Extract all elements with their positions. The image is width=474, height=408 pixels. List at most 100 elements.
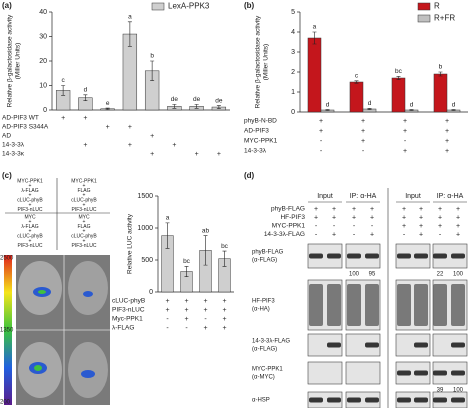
significance-letter: a	[166, 215, 170, 222]
construct-label: +	[83, 202, 86, 208]
band	[414, 397, 428, 403]
row-label: HF-PIF3	[280, 214, 305, 221]
row-mark: +	[352, 214, 356, 221]
construct-label: PIF3-nLUC	[17, 243, 42, 249]
band	[433, 253, 447, 259]
band	[414, 253, 428, 259]
row-mark: +	[314, 206, 318, 213]
row-label: cLUC-phyB	[112, 298, 145, 305]
significance-letter: de	[215, 97, 223, 104]
signal	[38, 290, 46, 294]
blot	[395, 333, 431, 357]
construct-label: +	[83, 219, 86, 225]
band	[451, 284, 465, 326]
construct-label: FLAG	[77, 224, 90, 230]
row-mark: -	[185, 325, 188, 332]
row-mark: +	[203, 307, 207, 314]
column-header: IP: α-HA	[437, 193, 464, 200]
row-label: 14-3-3λ	[2, 142, 25, 149]
blot-label: (α-HA)	[252, 307, 270, 313]
row-mark: +	[361, 118, 365, 125]
construct-label: MYC-PPK1	[17, 178, 43, 184]
legend-swatch	[151, 2, 165, 11]
error-bar	[438, 71, 443, 77]
error-bar	[194, 104, 199, 109]
signal	[81, 370, 95, 378]
legend-swatch	[417, 2, 431, 11]
row-mark: +	[83, 115, 87, 122]
significance-letter: e	[106, 100, 110, 107]
significance-letter: de	[193, 96, 201, 103]
significance-letter: c	[62, 77, 66, 84]
construct-label: +	[29, 229, 32, 235]
error-bar	[216, 105, 221, 109]
row-mark: +	[195, 151, 199, 158]
row-mark: +	[314, 214, 318, 221]
row-mark: -	[371, 223, 374, 230]
row-mark: -	[362, 148, 365, 155]
quantification: 100	[349, 272, 360, 278]
legend-swatch	[417, 14, 431, 23]
row-mark: +	[319, 118, 323, 125]
row-mark: -	[166, 325, 169, 332]
error-bar	[61, 85, 66, 96]
leaf	[68, 261, 108, 315]
y-tick-label: 2	[291, 69, 295, 76]
construct-label: cLUC-phyB	[71, 198, 97, 204]
legend-label: R+FR	[434, 14, 455, 23]
band	[397, 284, 411, 326]
column-header: IP: α-HA	[350, 193, 377, 200]
blot	[307, 391, 343, 408]
band	[365, 284, 379, 326]
y-axis-title: (Miller Units)	[263, 44, 270, 80]
row-mark: +	[370, 214, 374, 221]
blot	[395, 361, 431, 385]
band	[347, 284, 361, 326]
blot-label: 14-3-3λ-FLAG	[252, 339, 290, 345]
construct-label: PIF3-nLUC	[71, 207, 96, 213]
band	[451, 370, 465, 376]
error-bar	[367, 108, 372, 110]
row-mark: +	[332, 206, 336, 213]
construct-label: FLAG	[77, 188, 90, 194]
row-mark: +	[150, 151, 154, 158]
significance-letter: c	[355, 73, 359, 80]
row-mark: -	[315, 223, 318, 230]
significance-letter: d	[84, 87, 88, 94]
construct-label: +	[83, 193, 86, 199]
row-mark: -	[404, 138, 407, 145]
row-mark: +	[438, 214, 442, 221]
blot	[345, 333, 381, 357]
row-mark: -	[333, 223, 336, 230]
quantification: 100	[453, 272, 464, 278]
y-tick-label: 0	[291, 109, 295, 116]
band	[397, 370, 411, 376]
band	[451, 397, 465, 403]
bar	[307, 37, 322, 113]
row-label: Myc-PPK1	[112, 316, 143, 323]
y-axis-title: (Miller Units)	[15, 43, 22, 79]
y-axis-title: Relative β-galactosidase activity	[7, 14, 14, 107]
row-label: 14-3-3λ-FLAG	[264, 231, 305, 238]
colorbar-label: 200	[0, 400, 11, 406]
y-tick-label: 0	[149, 289, 153, 296]
row-label: AD-PIF3 S344A	[2, 124, 49, 131]
bar	[349, 81, 364, 113]
band	[327, 397, 341, 403]
colorbar-label: 1350	[0, 328, 14, 334]
y-tick-label: 5	[291, 9, 295, 16]
construct-label: +	[83, 229, 86, 235]
colorbar	[4, 255, 12, 405]
blot-label: HF-PIF3	[252, 299, 275, 305]
quantification: 95	[369, 272, 376, 278]
row-label: MYC-PPK1	[272, 223, 306, 230]
row-mark: +	[361, 128, 365, 135]
construct-label: PIF3-nLUC	[17, 207, 42, 213]
blot	[432, 333, 468, 357]
error-bar	[165, 222, 170, 249]
error-bar	[184, 266, 189, 277]
row-mark: -	[353, 223, 356, 230]
row-mark: +	[150, 133, 154, 140]
band	[414, 370, 428, 376]
